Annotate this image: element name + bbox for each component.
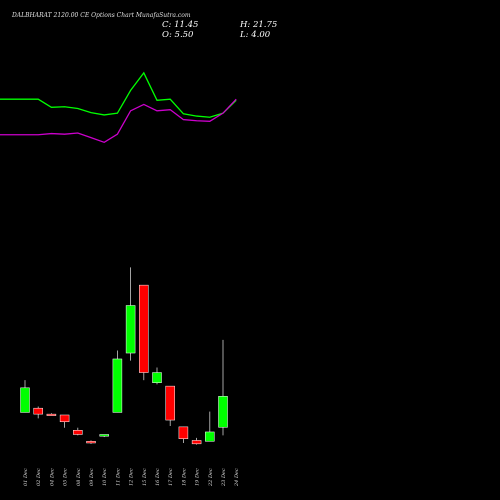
candle — [191, 437, 202, 445]
candle-body — [86, 441, 96, 444]
candle-body — [125, 305, 136, 354]
x-tick-label: 10 Dec — [102, 468, 108, 486]
candle — [59, 414, 70, 428]
low-value: L: 4.00 — [239, 30, 271, 40]
x-tick-label: 17 Dec — [168, 468, 174, 486]
candle-body — [178, 426, 189, 439]
candlesticks — [20, 267, 228, 445]
close-value: C: 11.45 — [162, 20, 198, 30]
candle — [20, 380, 30, 413]
candle — [218, 339, 228, 436]
indicator-line-1 — [0, 71, 237, 118]
candle-body — [165, 385, 175, 421]
candle-body — [191, 440, 202, 445]
high-value: H: 21.75 — [239, 20, 277, 30]
candle — [152, 367, 162, 385]
x-axis-ticks: 01 Dec 02 Dec 04 Dec 05 Dec 08 Dec 09 Dec 10 D… — [23, 468, 240, 487]
x-tick-label: 09 Dec — [89, 468, 95, 486]
candle — [139, 284, 149, 381]
candle — [112, 350, 123, 413]
x-tick-label: 02 Dec — [36, 468, 42, 486]
x-tick-label: 19 Dec — [195, 468, 201, 486]
candle — [73, 427, 83, 436]
indicator-lines — [0, 71, 237, 144]
candle-body — [205, 431, 215, 442]
x-tick-label: 22 Dec — [208, 468, 214, 487]
indicator-line-2 — [0, 98, 237, 144]
candle-body — [59, 414, 70, 423]
candle — [205, 411, 215, 442]
candle — [46, 413, 57, 416]
x-tick-label: 12 Dec — [129, 468, 135, 486]
candle-body — [139, 284, 149, 373]
candle-body — [152, 372, 162, 383]
x-tick-label: 01 Dec — [23, 468, 29, 486]
x-tick-label: 08 Dec — [76, 468, 82, 486]
x-tick-label: 04 Dec — [49, 468, 55, 486]
candle-body — [112, 358, 123, 413]
candle-body — [46, 413, 57, 416]
candle-body — [20, 387, 30, 413]
open-value: O: 5.50 — [162, 30, 194, 40]
candle — [178, 426, 189, 443]
candle-body — [33, 407, 43, 415]
candle-body — [73, 430, 83, 435]
candle — [125, 267, 136, 361]
chart-title: DALBHARAT 2120.00 CE Options Chart Munaf… — [11, 12, 191, 19]
x-tick-label: 05 Dec — [63, 468, 69, 486]
x-tick-label: 16 Dec — [155, 468, 161, 486]
candle-body — [99, 434, 109, 437]
candle-body — [218, 396, 228, 428]
x-tick-label: 18 Dec — [181, 468, 187, 486]
x-tick-label: 23 Dec — [221, 468, 227, 487]
x-tick-label: 15 Dec — [142, 468, 148, 486]
candle — [165, 385, 175, 427]
candle — [33, 406, 43, 419]
x-tick-label: 11 Dec — [115, 468, 121, 486]
candle — [99, 434, 109, 438]
x-tick-label: 24 Dec — [234, 468, 240, 487]
candle — [86, 440, 96, 444]
